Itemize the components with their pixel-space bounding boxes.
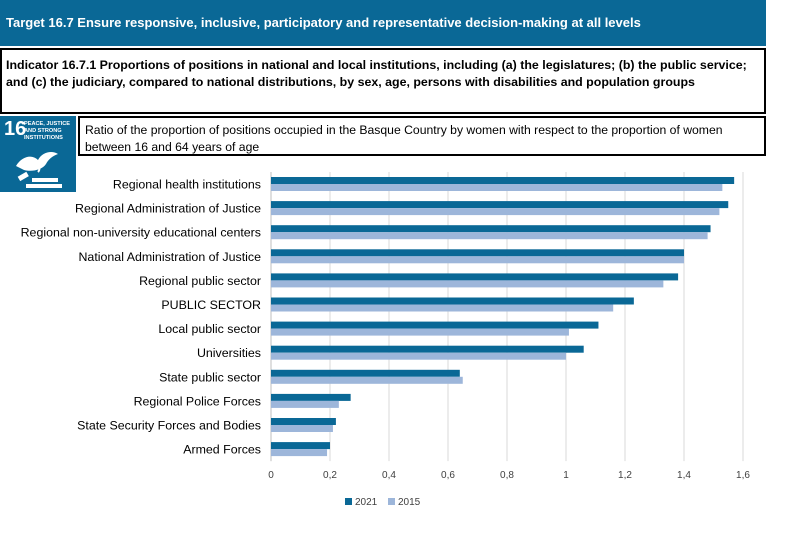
category-label: Regional health institutions <box>113 178 261 192</box>
bar-2021 <box>271 249 684 257</box>
bar-2015 <box>271 352 566 360</box>
indicator-title: Indicator 16.7.1 Proportions of position… <box>6 58 747 89</box>
bar-2015 <box>271 232 708 240</box>
bar-2015 <box>271 425 333 432</box>
category-label: Regional Police Forces <box>134 394 261 408</box>
x-tick-label: 1,4 <box>677 470 691 481</box>
category-label: National Administration of Justice <box>78 250 261 264</box>
bar-2021 <box>271 442 330 450</box>
target-header: Target 16.7 Ensure responsive, inclusive… <box>0 0 766 46</box>
bar-2015 <box>271 280 664 288</box>
dove-gavel-icon <box>16 152 62 188</box>
x-tick-label: 1 <box>563 470 569 481</box>
bar-2021 <box>271 297 634 305</box>
target-title: Target 16.7 Ensure responsive, inclusive… <box>6 15 641 30</box>
description-box: Ratio of the proportion of positions occ… <box>78 116 766 156</box>
category-label: Regional public sector <box>139 274 261 288</box>
category-label: Regional non-university educational cent… <box>21 226 261 240</box>
bar-2015 <box>271 449 328 457</box>
legend-swatch-2021 <box>345 498 352 505</box>
bar-2015 <box>271 184 723 191</box>
legend-label-2021: 2021 <box>355 497 378 508</box>
bar-2021 <box>271 321 599 329</box>
category-label: Local public sector <box>158 322 261 336</box>
legend-swatch-2015 <box>388 498 395 505</box>
category-label: Universities <box>197 346 261 360</box>
x-tick-label: 0,4 <box>382 470 396 481</box>
category-label: PUBLIC SECTOR <box>161 298 261 312</box>
description-text: Ratio of the proportion of positions occ… <box>85 123 723 154</box>
x-tick-label: 0 <box>268 470 274 481</box>
x-tick-label: 0,8 <box>500 470 514 481</box>
category-label: State public sector <box>159 370 261 384</box>
bar-2015 <box>271 208 720 216</box>
legend-label-2015: 2015 <box>398 497 421 508</box>
sdg-number: 16 <box>4 118 27 140</box>
bar-2015 <box>271 328 569 336</box>
category-label: Armed Forces <box>183 443 261 457</box>
x-tick-label: 0,6 <box>441 470 455 481</box>
bar-2021 <box>271 418 336 425</box>
bar-chart: 0 0,2 0,4 0,6 0,8 1 1,2 1,4 1,6 Regional health i… <box>21 172 750 508</box>
bar-2021 <box>271 177 735 184</box>
bar-2021 <box>271 225 711 233</box>
bar-2015 <box>271 304 614 312</box>
bar-2021 <box>271 393 351 401</box>
sdg-goal-text: PEACE, JUSTICE AND STRONG INSTITUTIONS <box>24 121 71 141</box>
x-tick-label: 1,6 <box>736 470 750 481</box>
category-label: State Security Forces and Bodies <box>77 419 261 433</box>
bar-2015 <box>271 256 684 264</box>
category-label: Regional Administration of Justice <box>75 202 261 216</box>
indicator-box: Indicator 16.7.1 Proportions of position… <box>0 48 766 114</box>
bar-2021 <box>271 345 584 353</box>
sdg-16-icon: 16 PEACE, JUSTICE AND STRONG INSTITUTION… <box>0 116 76 192</box>
bar-2015 <box>271 376 463 384</box>
bar-2021 <box>271 369 460 377</box>
x-tick-label: 1,2 <box>618 470 632 481</box>
bar-2015 <box>271 400 339 408</box>
bar-2021 <box>271 273 679 281</box>
bar-2021 <box>271 201 729 209</box>
x-tick-label: 0,2 <box>323 470 337 481</box>
